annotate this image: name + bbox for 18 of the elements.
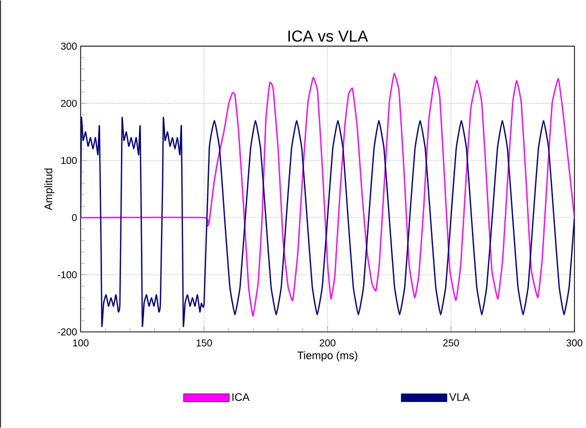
y-tick-label: 200 bbox=[61, 100, 77, 107]
line-series bbox=[80, 73, 574, 317]
y-axis-title: Amplitud bbox=[44, 168, 54, 210]
y-tick-label: 0 bbox=[72, 214, 77, 222]
x-tick-label: 150 bbox=[196, 339, 212, 346]
y-tick-label: -100 bbox=[58, 271, 77, 278]
y-tick-label: -200 bbox=[58, 328, 77, 336]
x-tick-label: 200 bbox=[320, 339, 336, 346]
x-tick-label: 250 bbox=[443, 339, 459, 346]
chart-title: ICA vs VLA bbox=[288, 30, 368, 42]
x-tick-label: 100 bbox=[73, 339, 89, 346]
x-axis-title: Tiempo (ms) bbox=[297, 351, 358, 362]
legend-label: ICA bbox=[232, 393, 250, 402]
legend-label: VLA bbox=[449, 393, 470, 401]
x-tick-label: 300 bbox=[566, 339, 582, 346]
y-tick-label: 100 bbox=[61, 157, 77, 164]
line-series bbox=[80, 117, 574, 327]
y-tick-label: 300 bbox=[60, 42, 77, 50]
